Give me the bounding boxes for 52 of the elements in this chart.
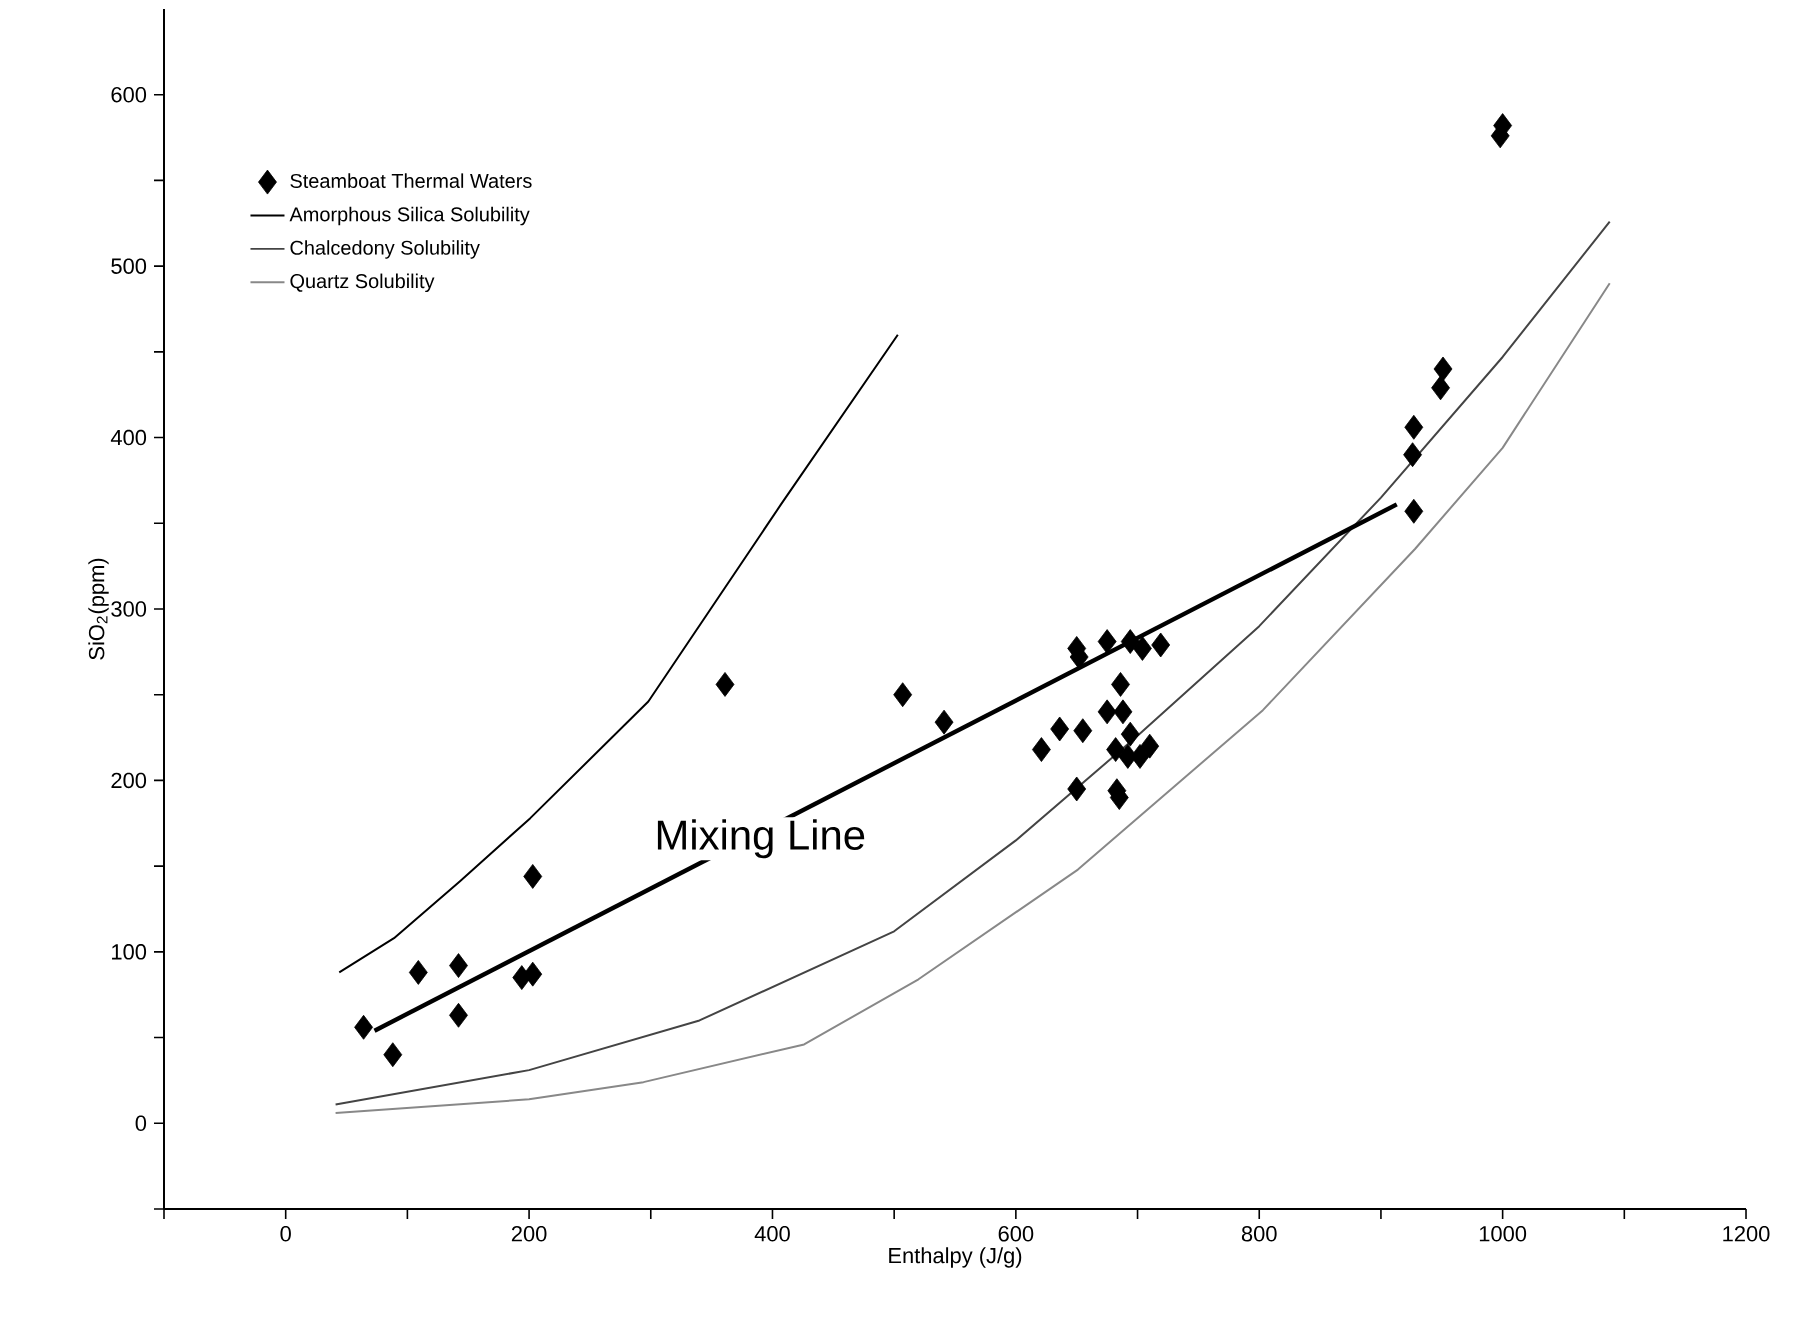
point — [1130, 744, 1150, 769]
point — [354, 1014, 373, 1040]
point — [1120, 629, 1140, 654]
point — [1404, 414, 1424, 440]
y-tick-label: 100 — [112, 944, 147, 960]
y-tick-label: 600 — [111, 86, 147, 103]
point — [449, 953, 468, 978]
point — [1111, 672, 1130, 697]
annotation: Mixing Line — [657, 819, 865, 859]
point — [1067, 776, 1087, 802]
legend-label: Quartz Solubility — [290, 273, 435, 293]
y-tick-label: 400 — [110, 429, 147, 446]
point — [1404, 498, 1424, 524]
line-series — [338, 333, 899, 974]
point — [1120, 721, 1140, 747]
y-tick-label: 200 — [111, 772, 147, 789]
point — [449, 1002, 468, 1028]
x-tick-label: 800 — [1241, 1226, 1277, 1242]
point — [1050, 716, 1070, 742]
point — [893, 682, 913, 708]
y-axis-title: SiO$_{2}$(ppm) — [88, 558, 109, 660]
x-tick-label: 1200 — [1723, 1226, 1770, 1242]
point — [523, 961, 543, 987]
point — [1106, 737, 1126, 762]
legend-label: Steamboat Thermal Waters — [290, 173, 532, 188]
point — [1140, 733, 1160, 759]
point — [934, 709, 954, 735]
y-tick-label: 0 — [135, 1115, 147, 1132]
point — [1151, 632, 1171, 658]
point — [1433, 356, 1453, 382]
y-tick-label: 500 — [111, 258, 147, 274]
y-tick-label: 300 — [111, 601, 147, 617]
point — [715, 672, 735, 697]
legend-label: Amorphous Silica Solubility — [289, 206, 530, 226]
legend-label: Chalcedony Solubility — [290, 240, 480, 259]
point — [523, 864, 543, 889]
x-axis-title: Enthalpy (J/g) — [889, 1247, 1022, 1268]
point — [1097, 699, 1117, 725]
point — [1403, 442, 1422, 468]
x-tick-label: 400 — [754, 1226, 790, 1242]
point — [1133, 636, 1152, 661]
x-tick-label: 200 — [511, 1226, 547, 1242]
point — [1113, 699, 1133, 725]
x-tick-label: 1000 — [1479, 1226, 1527, 1242]
point — [1073, 718, 1093, 744]
point — [383, 1042, 403, 1068]
point — [1032, 737, 1051, 762]
x-tick-label: 600 — [998, 1226, 1034, 1242]
point — [408, 960, 428, 985]
point — [1097, 629, 1117, 654]
x-tick-label: 0 — [280, 1226, 291, 1242]
point — [1431, 375, 1450, 401]
